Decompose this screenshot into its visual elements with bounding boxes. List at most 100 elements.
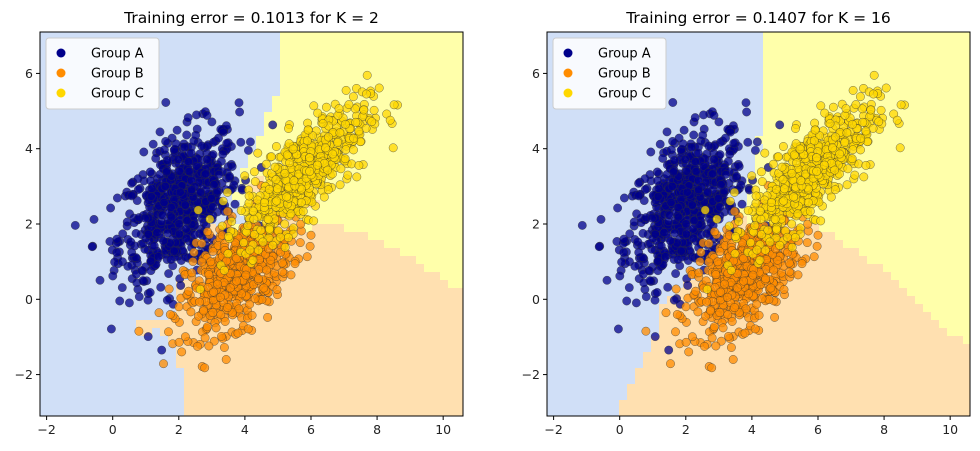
- region-cell: [384, 56, 393, 65]
- region-cell: [416, 368, 425, 377]
- region-cell: [216, 56, 225, 65]
- region-cell: [112, 32, 121, 41]
- region-cell: [376, 288, 385, 297]
- data-point: [309, 101, 319, 111]
- region-cell: [408, 88, 417, 97]
- region-cell: [80, 296, 89, 305]
- region-cell: [384, 320, 393, 329]
- region-cell: [320, 408, 329, 416]
- region-cell: [571, 136, 580, 145]
- region-cell: [232, 128, 241, 137]
- region-cell: [424, 64, 433, 73]
- region-cell: [627, 240, 636, 249]
- region-cell: [312, 40, 321, 49]
- region-cell: [48, 400, 57, 409]
- region-cell: [392, 160, 401, 169]
- region-cell: [376, 104, 385, 113]
- region-cell: [72, 128, 81, 137]
- region-cell: [120, 288, 129, 297]
- region-cell: [416, 280, 425, 289]
- data-point: [106, 203, 116, 213]
- region-cell: [603, 136, 612, 145]
- region-cell: [400, 296, 409, 305]
- region-cell: [48, 376, 57, 385]
- data-point: [270, 162, 280, 172]
- x-tick-label: 6: [307, 422, 315, 437]
- region-cell: [296, 64, 305, 73]
- region-cell: [328, 328, 337, 337]
- region-cell: [104, 224, 113, 233]
- region-cell: [579, 200, 588, 209]
- data-point: [89, 214, 99, 224]
- region-cell: [136, 360, 145, 369]
- region-cell: [40, 192, 49, 201]
- region-cell: [320, 256, 329, 265]
- data-point: [335, 128, 345, 138]
- region-cell: [80, 320, 89, 329]
- region-cell: [128, 392, 137, 401]
- region-cell: [547, 400, 556, 409]
- region-cell: [88, 344, 97, 353]
- region-cell: [619, 176, 628, 185]
- region-cell: [328, 320, 337, 329]
- data-point: [249, 214, 259, 224]
- data-point: [277, 267, 287, 277]
- region-cell: [160, 280, 169, 289]
- region-cell: [571, 120, 580, 129]
- region-cell: [312, 240, 321, 249]
- region-cell: [547, 152, 556, 161]
- region-cell: [579, 360, 588, 369]
- region-cell: [248, 160, 257, 169]
- region-cell: [64, 160, 73, 169]
- region-cell: [328, 192, 337, 201]
- region-cell: [40, 344, 49, 353]
- region-cell: [336, 328, 345, 337]
- region-cell: [48, 200, 57, 209]
- region-cell: [96, 240, 105, 249]
- region-cell: [587, 128, 596, 137]
- region-cell: [48, 144, 57, 153]
- region-cell: [104, 208, 113, 217]
- data-point: [180, 200, 190, 210]
- region-cell: [40, 376, 49, 385]
- region-cell: [128, 200, 137, 209]
- region-cell: [432, 56, 441, 65]
- data-point: [223, 249, 233, 259]
- region-cell: [56, 304, 65, 313]
- region-cell: [120, 168, 129, 177]
- region-cell: [376, 328, 385, 337]
- region-cell: [56, 264, 65, 273]
- region-cell: [579, 128, 588, 137]
- region-cell: [152, 120, 161, 129]
- region-cell: [312, 320, 321, 329]
- region-cell: [192, 88, 201, 97]
- region-cell: [232, 224, 241, 233]
- region-cell: [344, 256, 353, 265]
- region-cell: [240, 384, 249, 393]
- region-cell: [136, 224, 145, 233]
- region-cell: [408, 40, 417, 49]
- region-cell: [408, 240, 417, 249]
- region-cell: [555, 120, 564, 129]
- region-cell: [416, 160, 425, 169]
- region-cell: [72, 168, 81, 177]
- region-cell: [547, 296, 556, 305]
- region-cell: [360, 392, 369, 401]
- region-cell: [112, 408, 121, 416]
- region-cell: [611, 136, 620, 145]
- region-cell: [432, 208, 441, 217]
- data-point: [164, 327, 173, 337]
- region-cell: [368, 392, 377, 401]
- region-cell: [416, 336, 425, 345]
- region-cell: [416, 224, 425, 233]
- region-cell: [64, 264, 73, 273]
- region-cell: [216, 352, 225, 361]
- region-cell: [571, 200, 580, 209]
- region-cell: [448, 344, 457, 353]
- region-cell: [456, 384, 463, 393]
- region-cell: [304, 312, 313, 321]
- region-cell: [312, 120, 321, 129]
- region-cell: [456, 304, 463, 313]
- region-cell: [264, 328, 273, 337]
- data-point: [259, 283, 269, 293]
